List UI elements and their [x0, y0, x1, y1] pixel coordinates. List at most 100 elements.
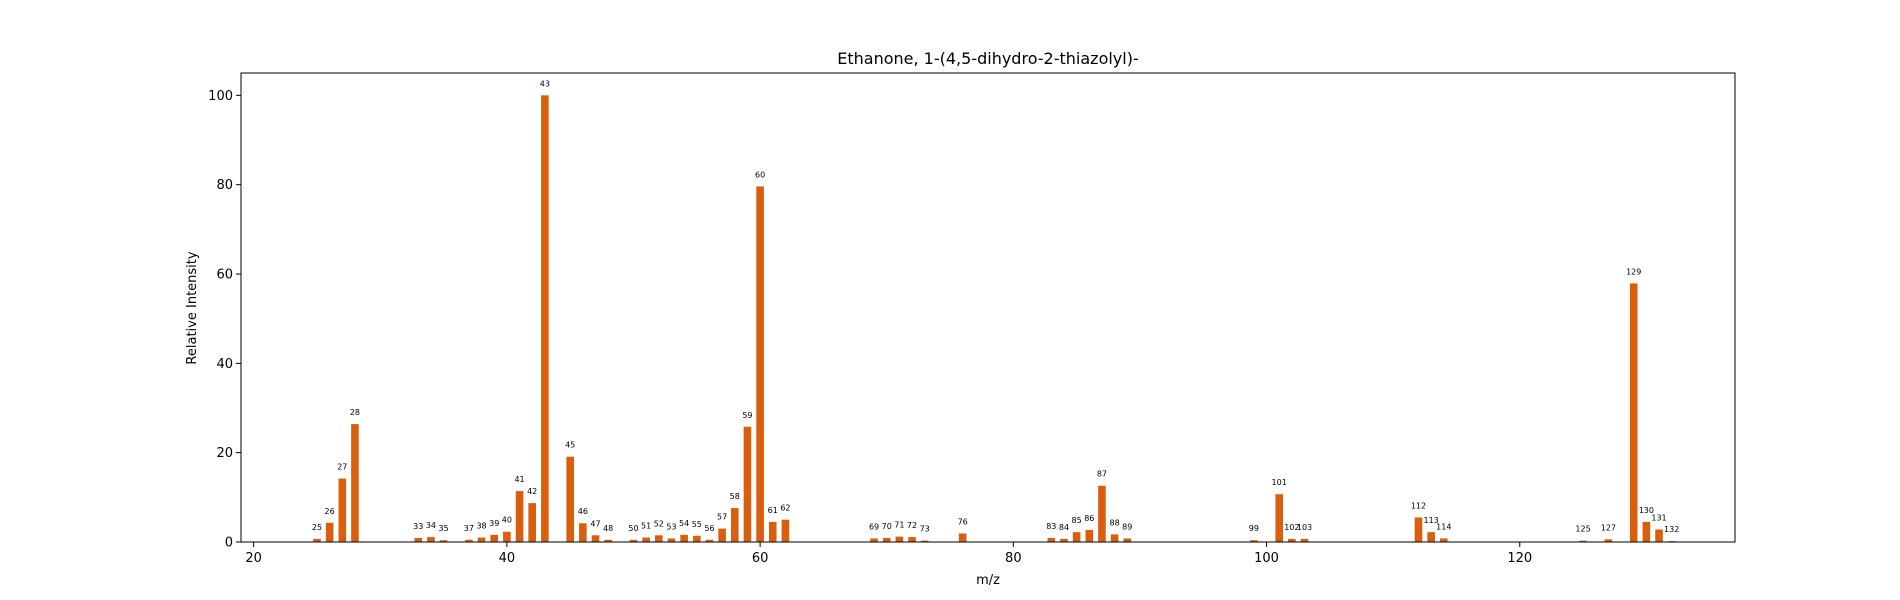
bar-mz-34 [427, 537, 435, 542]
bar-label-mz-60: 60 [755, 170, 765, 179]
bar-label-mz-54: 54 [679, 519, 689, 528]
bar-mz-99 [1250, 540, 1258, 542]
y-tick-label: 20 [216, 446, 233, 461]
bar-mz-54 [680, 534, 688, 542]
bar-label-mz-56: 56 [704, 524, 714, 533]
bar-label-mz-73: 73 [920, 525, 930, 534]
x-tick-label: 40 [499, 551, 516, 566]
y-tick-label: 80 [216, 178, 233, 193]
x-axis-ticks: 20 40 60 80 100 120 [245, 542, 1532, 566]
bar-label-mz-34: 34 [426, 521, 436, 530]
bar-mz-55 [693, 535, 701, 542]
x-tick-label: 100 [1254, 551, 1279, 566]
plot-frame [240, 72, 1736, 543]
y-axis-ticks: 0 20 40 60 80 100 [208, 89, 241, 551]
y-tick-label: 100 [208, 89, 233, 104]
bar-label-mz-55: 55 [692, 520, 702, 529]
bar-mz-45 [566, 456, 574, 542]
bar-mz-41 [515, 491, 524, 542]
bar-label-mz-45: 45 [565, 441, 575, 450]
bar-mz-48 [604, 539, 612, 542]
bar-label-mz-38: 38 [476, 522, 486, 531]
bar-mz-53 [667, 538, 676, 542]
bar-label-mz-72: 72 [907, 521, 917, 530]
bar-label-mz-113: 113 [1423, 516, 1438, 525]
bar-label-mz-125: 125 [1575, 525, 1590, 534]
bar-mz-127 [1604, 539, 1613, 542]
bar-mz-43 [541, 95, 549, 542]
bar-mz-60 [756, 186, 764, 542]
bar-mz-87 [1098, 485, 1106, 542]
bar-label-mz-71: 71 [894, 521, 904, 530]
bar-label-mz-33: 33 [413, 522, 423, 531]
bar-mz-50 [629, 539, 638, 542]
bar-mz-113 [1427, 532, 1435, 542]
bar-label-mz-76: 76 [958, 518, 968, 527]
bar-mz-73 [920, 540, 929, 542]
bar-mz-61 [768, 521, 777, 542]
bar-mz-59 [743, 426, 752, 542]
y-axis-label: Relative Intensity [185, 251, 200, 364]
y-tick-label: 60 [216, 268, 233, 283]
x-tick-label: 20 [245, 551, 262, 566]
bar-mz-33 [414, 537, 423, 542]
x-tick-label: 60 [752, 551, 769, 566]
bar-label-mz-27: 27 [337, 463, 347, 472]
bar-mz-52 [655, 535, 663, 542]
bar-label-mz-40: 40 [502, 516, 512, 525]
bar-mz-125 [1579, 540, 1587, 542]
bar-mz-114 [1440, 538, 1448, 542]
bar-label-mz-127: 127 [1601, 523, 1616, 532]
y-tick-label: 40 [216, 357, 233, 372]
bar-label-mz-28: 28 [350, 408, 360, 417]
bar-label-mz-131: 131 [1651, 513, 1666, 522]
bar-mz-89 [1123, 538, 1132, 542]
bar-label-mz-59: 59 [742, 411, 752, 420]
bar-mz-57 [718, 528, 726, 542]
bar-label-mz-70: 70 [882, 522, 892, 531]
bar-mz-72 [908, 537, 916, 542]
bar-mz-129 [1629, 283, 1638, 542]
bar-mz-26 [325, 522, 334, 542]
bar-label-mz-112: 112 [1411, 501, 1426, 510]
bar-label-mz-53: 53 [666, 522, 676, 531]
bars-group [313, 95, 1676, 542]
x-tick-label: 80 [1005, 551, 1022, 566]
bar-label-mz-130: 130 [1639, 506, 1654, 515]
bar-label-mz-87: 87 [1097, 470, 1107, 479]
bar-label-mz-46: 46 [578, 507, 588, 516]
bar-mz-38 [477, 537, 486, 542]
bar-mz-85 [1072, 532, 1081, 542]
bar-mz-42 [528, 503, 536, 542]
x-tick-label: 120 [1507, 551, 1532, 566]
bar-mz-103 [1300, 538, 1309, 542]
bar-mz-39 [490, 534, 499, 542]
bar-label-mz-42: 42 [527, 487, 537, 496]
bar-mz-27 [338, 478, 347, 542]
bar-label-mz-132: 132 [1664, 525, 1679, 534]
bar-mz-101 [1275, 494, 1283, 542]
chart-title: Ethanone, 1-(4,5-dihydro-2-thiazolyl)- [837, 49, 1138, 68]
bar-mz-47 [591, 535, 600, 542]
bar-label-mz-61: 61 [768, 506, 778, 515]
bar-label-mz-37: 37 [464, 524, 474, 533]
bar-mz-25 [313, 538, 321, 542]
bar-label-mz-26: 26 [325, 507, 335, 516]
bar-mz-83 [1047, 537, 1056, 542]
bar-mz-28 [351, 424, 359, 542]
bar-label-mz-129: 129 [1626, 267, 1641, 276]
bar-label-mz-35: 35 [438, 524, 448, 533]
bar-label-mz-102: 102 [1284, 523, 1299, 532]
bar-label-mz-88: 88 [1110, 518, 1120, 527]
bar-mz-35 [439, 540, 448, 542]
bar-mz-131 [1655, 529, 1663, 542]
bar-label-mz-51: 51 [641, 522, 651, 531]
bar-label-mz-50: 50 [628, 524, 638, 533]
bar-label-mz-48: 48 [603, 524, 613, 533]
bar-mz-69 [870, 538, 878, 542]
bar-label-mz-83: 83 [1046, 522, 1056, 531]
y-tick-label: 0 [225, 536, 233, 551]
